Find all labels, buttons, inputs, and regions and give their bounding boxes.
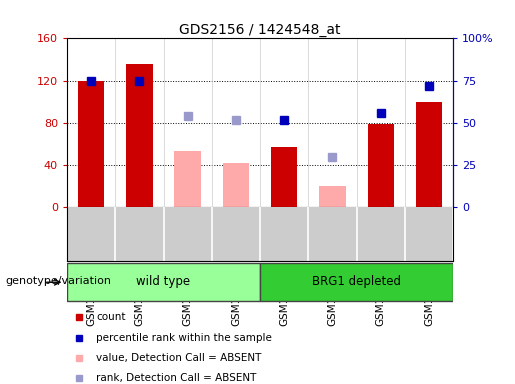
Text: value, Detection Call = ABSENT: value, Detection Call = ABSENT [96, 353, 262, 363]
Bar [416, 102, 442, 207]
Bar [175, 151, 201, 207]
Bar [126, 64, 152, 207]
Bar [260, 263, 453, 301]
Text: percentile rank within the sample: percentile rank within the sample [96, 333, 272, 343]
Bar [319, 186, 346, 207]
Text: genotype/variation: genotype/variation [5, 276, 111, 286]
Bar [78, 81, 105, 207]
Bar [368, 124, 394, 207]
Title: GDS2156 / 1424548_at: GDS2156 / 1424548_at [179, 23, 341, 37]
Bar [67, 263, 260, 301]
Text: count: count [96, 313, 126, 323]
Bar [222, 163, 249, 207]
Text: BRG1 depleted: BRG1 depleted [312, 275, 401, 288]
Text: wild type: wild type [136, 275, 191, 288]
Bar [271, 147, 298, 207]
Text: rank, Detection Call = ABSENT: rank, Detection Call = ABSENT [96, 373, 256, 383]
